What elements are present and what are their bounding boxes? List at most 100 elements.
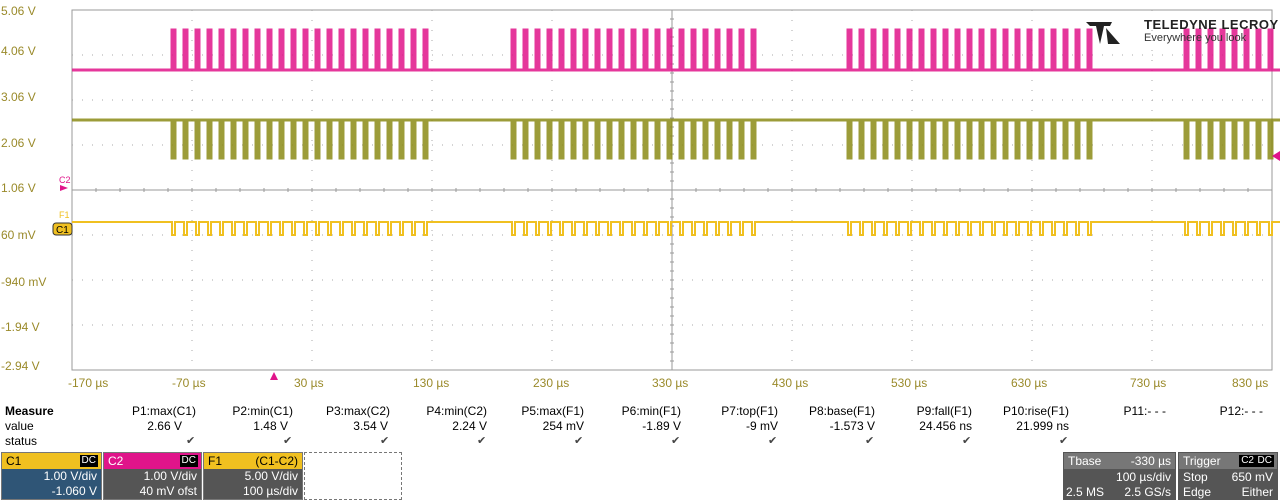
timebase-label: Tbase	[1068, 454, 1102, 468]
y-label: 60 mV	[1, 228, 36, 242]
c2-settings: 1.00 V/div 40 mV ofst	[104, 469, 201, 499]
x-label: 730 µs	[1130, 376, 1166, 390]
c1-offset: -1.060 V	[51, 484, 97, 498]
measure-value: -1.573 V	[829, 419, 875, 433]
c2-descriptor[interactable]: C2 DC 1.00 V/div 40 mV ofst	[103, 452, 202, 500]
measure-col-p11[interactable]: P11:- - -	[1123, 404, 1166, 418]
status-check-icon: ✔	[283, 435, 293, 447]
y-label: 5.06 V	[1, 4, 36, 18]
measurement-table: Measure P1:max(C1) P2:min(C1) P3:max(C2)…	[0, 404, 1280, 450]
trigger-coupling-badge: DC	[1255, 455, 1274, 467]
c1-label: C1	[6, 454, 22, 468]
measure-value: 21.999 ns	[1016, 419, 1069, 433]
trigger-mode: Stop	[1183, 470, 1208, 484]
trigger-label: Trigger	[1183, 454, 1221, 468]
status-check-icon: ✔	[1059, 435, 1069, 447]
c2-coupling-badge: DC	[179, 455, 198, 467]
c2-scale: 1.00 V/div	[143, 469, 197, 483]
measure-col-p9[interactable]: P9:fall(F1)	[916, 404, 972, 418]
trigger-level: 650 mV	[1231, 470, 1273, 484]
y-label: -940 mV	[1, 275, 46, 289]
trigger-slope: Either	[1241, 485, 1273, 499]
timebase-per-div: 100 µs/div	[1116, 470, 1171, 484]
waveform-display[interactable]: 5.06 V 4.06 V 3.06 V 2.06 V 1.06 V 60 mV…	[0, 0, 1280, 404]
measure-value: 2.24 V	[452, 419, 487, 433]
measure-col-p6[interactable]: P6:min(F1)	[621, 404, 681, 418]
waveform-traces	[72, 28, 1280, 236]
y-label: -1.94 V	[1, 320, 40, 334]
x-label: -170 µs	[68, 376, 108, 390]
measure-value: -9 mV	[745, 419, 778, 433]
brand-tagline: Everywhere you look	[1144, 32, 1247, 44]
f1-timebase: 100 µs/div	[243, 484, 298, 498]
status-check-icon: ✔	[865, 435, 875, 447]
c1-title: C1 DC	[2, 453, 101, 469]
empty-descriptor-slot[interactable]	[304, 452, 402, 500]
trigger-descriptor[interactable]: Trigger C2 DC Stop 650 mV Edge Either	[1178, 452, 1278, 500]
measure-value: 3.54 V	[353, 419, 388, 433]
measure-col-p4[interactable]: P4:min(C2)	[426, 404, 487, 418]
x-label: 630 µs	[1011, 376, 1047, 390]
measure-col-p10[interactable]: P10:rise(F1)	[1002, 404, 1069, 418]
x-label: -70 µs	[172, 376, 206, 390]
status-check-icon: ✔	[574, 435, 584, 447]
trigger-level-marker[interactable]	[1272, 151, 1280, 161]
x-label: 330 µs	[652, 376, 688, 390]
timebase-title: Tbase -330 µs	[1064, 453, 1175, 469]
measure-title: Measure	[5, 404, 54, 418]
f1-title: F1 (C1-C2)	[204, 453, 302, 469]
status-check-icon: ✔	[671, 435, 681, 447]
status-check-icon: ✔	[186, 435, 196, 447]
f1-descriptor[interactable]: F1 (C1-C2) 5.00 V/div 100 µs/div	[203, 452, 303, 500]
status-check-icon: ✔	[380, 435, 390, 447]
timebase-rate: 2.5 GS/s	[1124, 485, 1171, 499]
timebase-descriptor[interactable]: Tbase -330 µs 100 µs/div 2.5 MS 2.5 GS/s	[1063, 452, 1176, 500]
f1-trace	[72, 221, 1280, 236]
x-label: 230 µs	[533, 376, 569, 390]
f1-trace-tag: F1	[59, 210, 70, 220]
f1-settings: 5.00 V/div 100 µs/div	[204, 469, 302, 499]
measure-value: -1.89 V	[642, 419, 681, 433]
x-label: 830 µs	[1232, 376, 1268, 390]
measure-row-label: value	[5, 419, 34, 433]
measure-col-p5[interactable]: P5:max(F1)	[521, 404, 584, 418]
measure-col-p12[interactable]: P12:- - -	[1219, 404, 1263, 418]
brand-name: TELEDYNE LECROY	[1144, 17, 1279, 32]
c2-title: C2 DC	[104, 453, 201, 469]
measure-value: 254 mV	[542, 419, 584, 433]
measure-col-p2[interactable]: P2:min(C1)	[232, 404, 293, 418]
trigger-type: Edge	[1183, 485, 1212, 499]
x-label: 530 µs	[891, 376, 927, 390]
status-check-icon: ✔	[768, 435, 778, 447]
c1-trace	[72, 118, 1280, 160]
trigger-source-badge: C2	[1239, 455, 1256, 467]
measure-header-row: Measure P1:max(C1) P2:min(C1) P3:max(C2)…	[0, 404, 1280, 418]
measure-col-p8[interactable]: P8:base(F1)	[808, 404, 875, 418]
status-check-icon: ✔	[477, 435, 487, 447]
c1-trace-tag-label: C1	[56, 225, 69, 236]
x-label: 430 µs	[772, 376, 808, 390]
c2-trace-tag: C2	[59, 175, 71, 185]
measure-col-p1[interactable]: P1:max(C1)	[131, 404, 196, 418]
measure-col-p7[interactable]: P7:top(F1)	[721, 404, 778, 418]
c2-offset: 40 mV ofst	[139, 484, 197, 498]
trigger-position-marker[interactable]	[270, 372, 278, 380]
timebase-samples: 2.5 MS	[1066, 485, 1105, 499]
c2-trace	[72, 28, 1280, 72]
c1-trace-tag[interactable]	[52, 222, 73, 236]
c1-descriptor[interactable]: C1 DC 1.00 V/div -1.060 V	[1, 452, 102, 500]
measure-row-label: status	[5, 434, 38, 448]
y-label: 2.06 V	[1, 136, 36, 150]
measure-status-row: status ✔ ✔ ✔ ✔ ✔ ✔ ✔ ✔ ✔ ✔	[0, 434, 1280, 448]
measure-col-p3[interactable]: P3:max(C2)	[325, 404, 390, 418]
status-check-icon: ✔	[962, 435, 972, 447]
y-label: 3.06 V	[1, 90, 36, 104]
measure-value: 2.66 V	[147, 419, 182, 433]
timebase-delay: -330 µs	[1130, 454, 1171, 468]
y-label: 4.06 V	[1, 44, 36, 58]
c2-label: C2	[108, 454, 124, 468]
x-label: 130 µs	[413, 376, 449, 390]
c2-ground-marker	[60, 185, 68, 191]
trigger-title: Trigger C2 DC	[1179, 453, 1277, 469]
measure-value: 24.456 ns	[919, 419, 972, 433]
